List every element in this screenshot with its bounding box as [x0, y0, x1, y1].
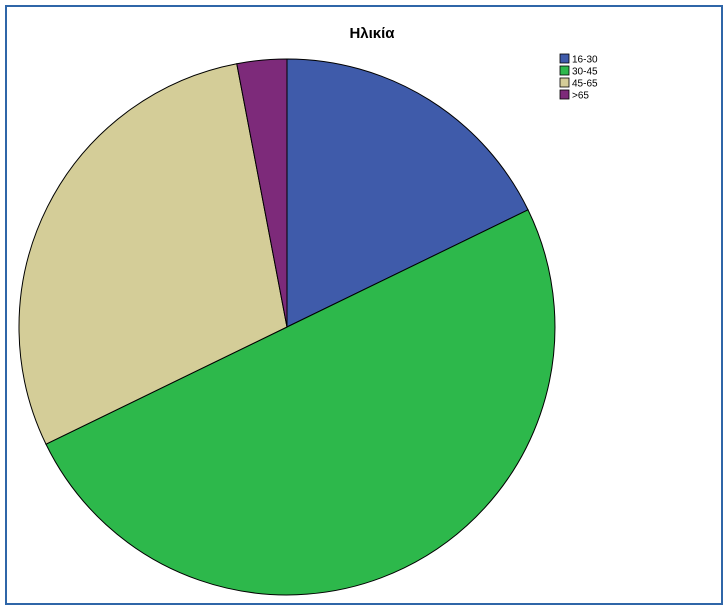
- legend-swatch: [559, 53, 570, 64]
- legend-swatch: [559, 89, 570, 100]
- legend-label: 45-65: [572, 79, 598, 90]
- legend-swatch: [559, 65, 570, 76]
- legend-item: 45-65: [559, 77, 598, 90]
- legend-item: 16-30: [559, 53, 598, 66]
- pie-slice-65: [236, 58, 288, 328]
- pie-slice-16-30: [286, 58, 529, 328]
- legend-item: 30-45: [559, 65, 598, 78]
- legend-label: >65: [572, 91, 589, 102]
- pie-slice-45-65: [18, 63, 288, 445]
- legend-swatch: [559, 77, 570, 88]
- pie-slice-30-45: [45, 209, 556, 596]
- pie-slices: [18, 58, 556, 596]
- legend-label: 30-45: [572, 67, 598, 78]
- legend-item: >65: [559, 89, 589, 102]
- chart-title: Ηλικία: [349, 25, 395, 42]
- legend-label: 16-30: [572, 55, 598, 66]
